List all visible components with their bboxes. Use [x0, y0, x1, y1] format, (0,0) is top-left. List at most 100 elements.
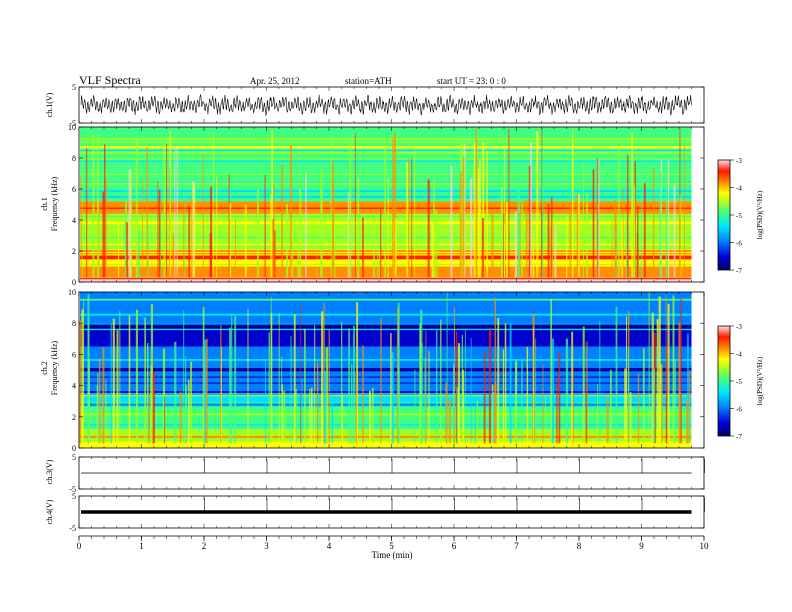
sferic-streak	[611, 219, 613, 278]
sferic-streak	[185, 356, 187, 444]
sferic-streak	[462, 156, 465, 278]
sferic-streak	[407, 158, 410, 278]
sferic-streak	[229, 327, 232, 444]
sferic-streak	[102, 191, 105, 278]
sferic-streak	[577, 193, 581, 278]
sferic-streak	[348, 328, 350, 444]
sferic-streak	[380, 208, 382, 278]
sferic-streak	[88, 317, 90, 444]
sferic-streak	[656, 319, 659, 444]
sferic-streak	[566, 216, 568, 278]
sferic-streak	[384, 147, 386, 278]
tone-line	[80, 129, 692, 132]
tone-line	[80, 413, 692, 416]
tone-line	[80, 323, 692, 325]
sferic-streak	[395, 218, 397, 278]
colorbar-gradient	[717, 325, 731, 437]
sferic-streak	[105, 380, 107, 444]
sferic-streak	[387, 177, 389, 278]
tone-line	[80, 391, 692, 394]
sferic-streak	[667, 303, 670, 444]
sferic-streak	[478, 160, 481, 278]
sferic-streak	[425, 331, 427, 444]
y-tick-label: 2	[72, 413, 76, 422]
sferic-streak	[160, 203, 162, 278]
sferic-streak	[174, 341, 177, 444]
sferic-streak	[332, 161, 334, 278]
sferic-streak	[179, 391, 182, 444]
sferic-streak	[391, 352, 394, 444]
ch1-waveform-panel: 5 -5	[69, 83, 705, 128]
sferic-streak	[509, 323, 512, 444]
sferic-streak	[576, 194, 578, 278]
sferic-streak	[436, 330, 438, 444]
sferic-streak	[551, 196, 553, 278]
sferic-streak	[686, 399, 688, 444]
sferic-streak	[614, 200, 617, 278]
sferic-streak	[202, 306, 205, 444]
x-tick-label: 4	[327, 541, 332, 551]
sferic-streak	[234, 219, 236, 278]
sferic-streak	[144, 317, 147, 444]
sferic-streak	[615, 307, 618, 444]
sferic-streak	[152, 371, 155, 444]
sferic-streak	[680, 299, 682, 444]
sferic-streak	[128, 315, 131, 444]
sferic-streak	[583, 164, 584, 278]
sferic-streak	[504, 323, 507, 444]
tone-line	[80, 435, 692, 438]
sferic-streak	[362, 345, 364, 444]
colorbar-tick-label: -3	[736, 323, 742, 331]
sferic-streak	[606, 397, 609, 444]
y-tick-label: 0	[72, 278, 76, 287]
sferic-streak	[325, 347, 329, 444]
sferic-streak	[533, 327, 534, 444]
sferic-streak	[431, 223, 434, 278]
sferic-streak	[92, 134, 95, 278]
sferic-streak	[483, 351, 486, 444]
sferic-streak	[599, 320, 601, 444]
sferic-streak	[147, 225, 149, 278]
sferic-streak	[477, 169, 480, 278]
sferic-streak	[521, 360, 523, 444]
colorbar-tick-label: -5	[736, 378, 742, 386]
x-tick-label: 5	[389, 541, 394, 551]
x-tick-label: 9	[639, 541, 644, 551]
colorbar-tick-label: -4	[736, 351, 742, 359]
sferic-streak	[652, 369, 655, 444]
sferic-streak	[497, 317, 500, 444]
sferic-streak	[421, 342, 423, 444]
sferic-streak	[464, 330, 466, 444]
x-tick-label: 2	[202, 541, 207, 551]
sferic-streak	[316, 361, 319, 444]
colorbar-tick-label: -4	[736, 185, 742, 193]
sferic-streak	[456, 387, 459, 444]
sferic-streak	[542, 363, 544, 444]
sferic-streak	[147, 343, 149, 444]
sferic-streak	[637, 373, 640, 444]
sferic-streak	[362, 217, 364, 278]
ch3-ylabel: ch.3(V)	[45, 459, 54, 484]
sferic-streak	[393, 133, 397, 278]
x-tick-label: 3	[264, 541, 269, 551]
sferic-streak	[474, 396, 476, 444]
sferic-streak	[586, 341, 588, 444]
sferic-streak	[627, 155, 629, 278]
sferic-streak	[609, 369, 612, 444]
colorbar-tick-label: -6	[736, 240, 742, 248]
sferic-streak	[491, 211, 494, 278]
sferic-streak	[528, 165, 531, 278]
sferic-streak	[228, 174, 230, 278]
sferic-streak	[424, 357, 427, 444]
sferic-streak	[440, 319, 442, 444]
ch4-ylabel: ch.4(V)	[45, 499, 54, 524]
sferic-streak	[166, 143, 168, 278]
x-tick-label: 6	[452, 541, 457, 551]
y-tick-label: 10	[68, 123, 76, 132]
y-tick-label: 5	[72, 453, 76, 462]
y-tick-label: 6	[72, 350, 76, 359]
sferic-streak	[347, 192, 350, 278]
colorbar-label: log(PSD)(V²/Hz)	[756, 190, 764, 239]
sferic-streak	[558, 352, 561, 444]
sferic-streak	[492, 392, 495, 444]
